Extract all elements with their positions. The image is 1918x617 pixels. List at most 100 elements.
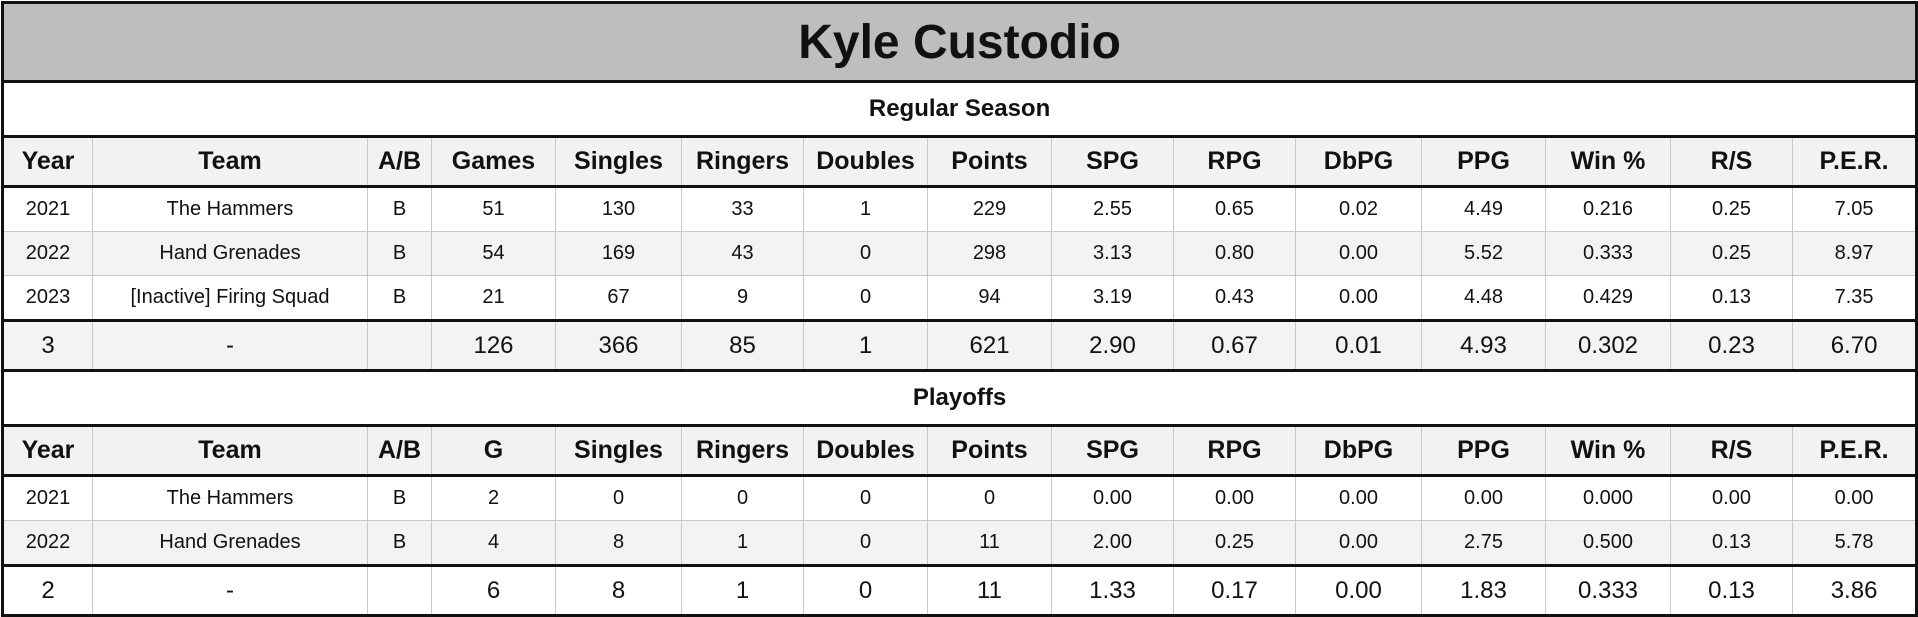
column-header: PPG (1421, 136, 1546, 188)
total-cell: 8 (555, 564, 682, 617)
table-cell: 0.00 (1791, 475, 1918, 521)
table-cell: 0.000 (1545, 475, 1671, 521)
table-cell: 0.00 (1173, 475, 1296, 521)
column-header: Doubles (803, 136, 928, 188)
column-header: Points (927, 136, 1052, 188)
total-cell: 0.01 (1295, 319, 1422, 372)
column-header: Team (92, 136, 368, 188)
column-header: Ringers (681, 425, 804, 477)
table-cell: 2021 (1, 186, 93, 232)
table-cell: 0.25 (1670, 231, 1793, 276)
table-cell: 11 (927, 520, 1052, 566)
column-header: DbPG (1295, 136, 1422, 188)
table-cell: Hand Grenades (92, 231, 368, 276)
table-cell: 4.49 (1421, 186, 1546, 232)
table-cell: 0 (681, 475, 804, 521)
table-cell: 0.00 (1670, 475, 1793, 521)
table-cell: 2021 (1, 475, 93, 521)
total-cell: 4.93 (1421, 319, 1546, 372)
total-cell: 0.13 (1670, 564, 1793, 617)
total-cell: 6 (431, 564, 556, 617)
player-name-title: Kyle Custodio (0, 1, 1918, 83)
table-cell: 2 (431, 475, 556, 521)
table-cell: 0.02 (1295, 186, 1422, 232)
column-header: Singles (555, 136, 682, 188)
table-cell: 2022 (1, 520, 93, 566)
table-cell: B (367, 520, 432, 566)
table-cell: 9 (681, 275, 804, 321)
total-cell: 1 (803, 319, 928, 372)
table-cell: 1 (803, 186, 928, 232)
table-cell: 67 (555, 275, 682, 321)
table-cell: 2.75 (1421, 520, 1546, 566)
column-header: Year (1, 425, 93, 477)
table-cell: 130 (555, 186, 682, 232)
table-cell: 0.00 (1295, 231, 1422, 276)
total-cell: 1.33 (1051, 564, 1174, 617)
regular-header-row: Year Team A/B Games Singles Ringers Doubles Poi… (1, 136, 1918, 188)
table-row: 2022 Hand Grenades B 4 8 1 0 11 2.00 0.25 0.00 2.75… (1, 520, 1918, 566)
column-header: G (431, 425, 556, 477)
table-cell: 5.78 (1791, 520, 1918, 566)
total-cell: 0.17 (1173, 564, 1296, 617)
table-cell: 33 (681, 186, 804, 232)
table-cell: 51 (431, 186, 556, 232)
column-header: Games (431, 136, 556, 188)
regular-section-label: Regular Season (0, 80, 1918, 138)
column-header: A/B (367, 136, 432, 188)
table-cell: 4.48 (1421, 275, 1546, 321)
table-cell: 7.35 (1791, 275, 1918, 321)
column-header: Year (1, 136, 93, 188)
table-cell: 2.00 (1051, 520, 1174, 566)
column-header: RPG (1173, 425, 1296, 477)
table-cell: 0.00 (1295, 275, 1422, 321)
total-cell: 85 (681, 319, 804, 372)
table-cell: 0.00 (1051, 475, 1174, 521)
table-cell: 1 (681, 520, 804, 566)
table-row: 2023 [Inactive] Firing Squad B 21 67 9 0 94 3.19… (1, 275, 1918, 321)
total-cell: 621 (927, 319, 1052, 372)
table-cell: 2023 (1, 275, 93, 321)
table-cell: 0 (803, 275, 928, 321)
table-cell: 0.80 (1173, 231, 1296, 276)
column-header: DbPG (1295, 425, 1422, 477)
table-cell: B (367, 475, 432, 521)
playoffs-total-row: 2- 6 8 1 0 11 1.33 0.17 0.00 1.83 0.333 0.13 3.86 (1, 564, 1918, 617)
column-header: Ringers (681, 136, 804, 188)
table-cell: 169 (555, 231, 682, 276)
column-header: Doubles (803, 425, 928, 477)
column-header: RPG (1173, 136, 1296, 188)
total-cell: 3 (1, 319, 93, 372)
table-cell: 0.500 (1545, 520, 1671, 566)
column-header: Singles (555, 425, 682, 477)
column-header: Points (927, 425, 1052, 477)
total-cell: 126 (431, 319, 556, 372)
table-cell: 0.25 (1670, 186, 1793, 232)
table-cell: 8 (555, 520, 682, 566)
table-cell: 0.25 (1173, 520, 1296, 566)
regular-total-row: 3- 126 366 85 1 621 2.90 0.67 0.01 4.93 0.302 0.23 6… (1, 319, 1918, 372)
total-cell: 1 (681, 564, 804, 617)
table-cell: B (367, 231, 432, 276)
total-cell: - (92, 564, 368, 617)
table-cell: 0.333 (1545, 231, 1671, 276)
table-cell: 298 (927, 231, 1052, 276)
column-header: P.E.R. (1791, 425, 1918, 477)
table-row: 2021 The Hammers B 51 130 33 1 229 2.55 0.65 0.02 4… (1, 186, 1918, 232)
table-cell: B (367, 275, 432, 321)
table-cell: 54 (431, 231, 556, 276)
column-header: PPG (1421, 425, 1546, 477)
total-cell (367, 319, 432, 372)
table-cell: 0 (803, 520, 928, 566)
table-cell: 0 (555, 475, 682, 521)
table-cell: 8.97 (1791, 231, 1918, 276)
table-cell: 7.05 (1791, 186, 1918, 232)
playoffs-header-row: Year Team A/B G Singles Ringers Doubles Points S… (1, 425, 1918, 477)
table-row: 2022 Hand Grenades B 54 169 43 0 298 3.13 0.80 0.0… (1, 231, 1918, 276)
total-cell: 366 (555, 319, 682, 372)
column-header: R/S (1670, 136, 1793, 188)
table-cell: The Hammers (92, 186, 368, 232)
column-header: SPG (1051, 136, 1174, 188)
table-cell: 0.13 (1670, 275, 1793, 321)
